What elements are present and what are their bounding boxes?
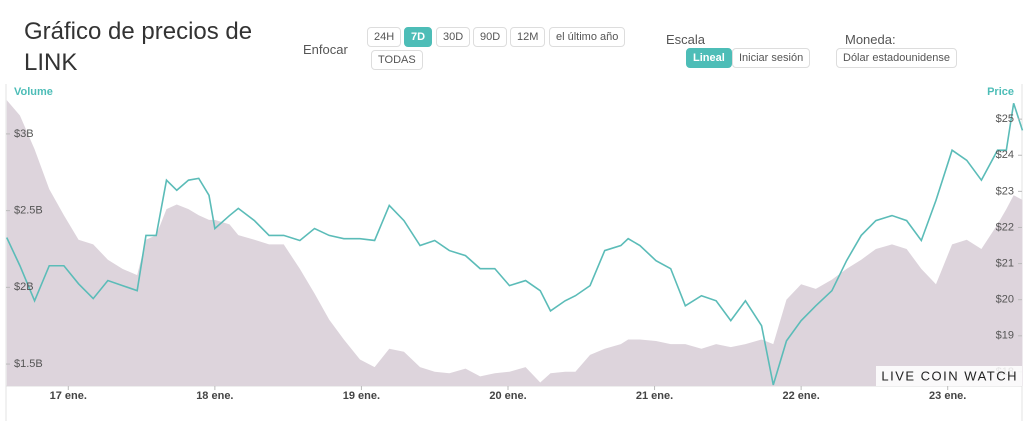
y-tick-label: $3B bbox=[14, 128, 34, 140]
volume-area bbox=[6, 100, 1023, 386]
x-tick-label: 21 ene. bbox=[636, 390, 673, 402]
y-tick-label: $1.5B bbox=[14, 358, 43, 370]
currency-select[interactable]: Dólar estadounidense bbox=[836, 48, 958, 68]
x-tick-label: 17 ene. bbox=[50, 390, 87, 402]
y-axis-label: Volume bbox=[14, 86, 53, 98]
x-tick-label: 23 ene. bbox=[929, 390, 966, 402]
option-button[interactable]: 30D bbox=[436, 27, 471, 47]
y2-tick-label: $22 bbox=[996, 221, 1014, 233]
y2-tick-label: $19 bbox=[996, 330, 1014, 342]
y2-tick-label: $20 bbox=[996, 294, 1014, 306]
option-button[interactable]: Iniciar sesión bbox=[732, 48, 811, 68]
x-tick-label: 22 ene. bbox=[782, 390, 819, 402]
y-tick-label: $2B bbox=[14, 281, 34, 293]
option-button[interactable]: 7D bbox=[404, 27, 433, 47]
y2-tick-label: $21 bbox=[996, 257, 1014, 269]
currency-label: Moneda: bbox=[845, 32, 896, 47]
y2-tick-label: $25 bbox=[996, 113, 1014, 125]
y-tick-label: $2.5B bbox=[14, 205, 43, 217]
watermark-bg bbox=[876, 366, 1022, 386]
option-button[interactable]: Lineal bbox=[686, 48, 732, 68]
price-line bbox=[6, 103, 1024, 386]
option-button[interactable]: 12M bbox=[510, 27, 546, 47]
watermark: LIVE COIN WATCH bbox=[881, 368, 1018, 383]
x-tick-label: 20 ene. bbox=[489, 390, 526, 402]
x-tick-label: 18 ene. bbox=[196, 390, 233, 402]
scale-label: Escala bbox=[666, 32, 706, 47]
option-button[interactable]: 90D bbox=[473, 27, 508, 47]
x-tick-label: 19 ene. bbox=[343, 390, 380, 402]
y2-tick-label: $23 bbox=[996, 185, 1014, 197]
option-button[interactable]: el último año bbox=[549, 27, 626, 47]
option-button[interactable]: 24H bbox=[367, 27, 402, 47]
y2-tick-label: $24 bbox=[996, 149, 1014, 161]
option-button[interactable]: TODAS bbox=[371, 50, 423, 70]
zoom-label: Enfocar bbox=[303, 42, 348, 57]
page-title: Gráfico de precios de LINK bbox=[24, 18, 253, 76]
y2-axis-label: Price bbox=[987, 86, 1014, 98]
